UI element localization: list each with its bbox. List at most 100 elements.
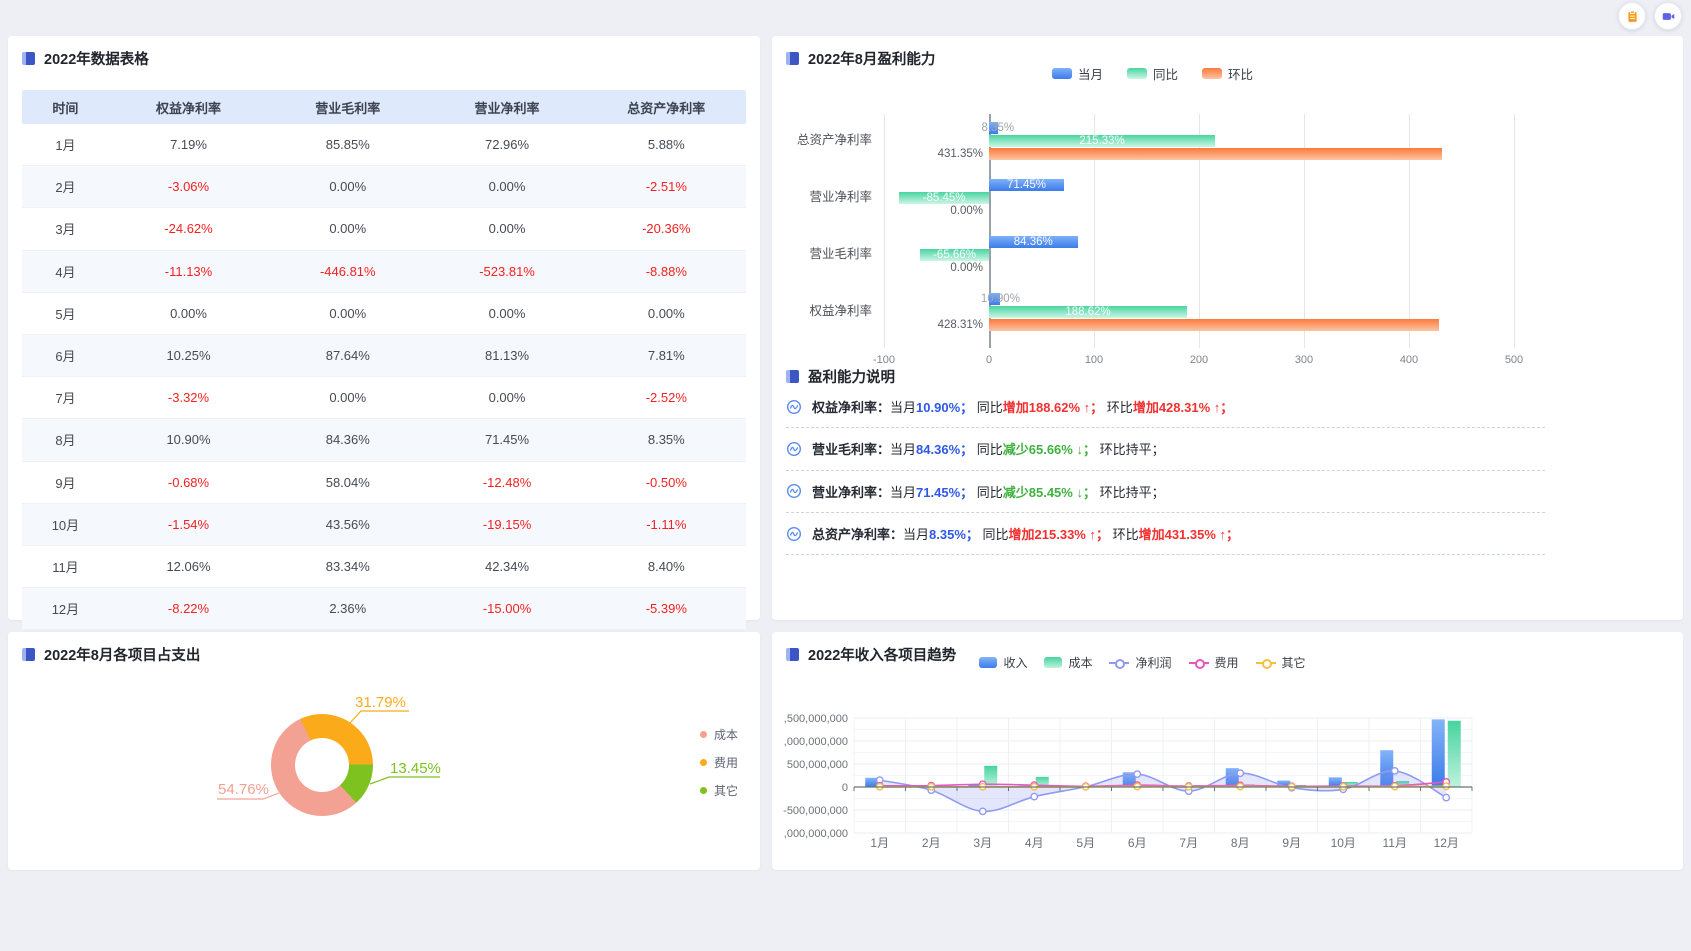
bar-segment[interactable] — [989, 319, 1439, 331]
bar-segment[interactable] — [989, 306, 1188, 318]
legend-item-费用[interactable]: 费用 — [1188, 654, 1239, 671]
x-axis-tick-label: 12月 — [1434, 836, 1459, 850]
bar-segment[interactable] — [920, 249, 989, 261]
legend-item-成本[interactable]: 成本 — [1044, 654, 1092, 671]
section-title: 盈利能力说明 — [786, 366, 895, 387]
note-item: 权益净利率：当月10.90%； 同比增加188.62% ↑； 环比增加428.3… — [786, 386, 1545, 429]
table-cell: -523.81% — [479, 263, 535, 279]
bar-收入[interactable] — [1328, 777, 1342, 787]
table-cell: 10月 — [51, 517, 80, 533]
table-cell: 0.00% — [647, 305, 685, 321]
legend-item-同比[interactable]: 同比 — [1126, 64, 1178, 83]
bar-收入[interactable] — [1380, 750, 1394, 787]
data-point-净利润[interactable] — [1390, 767, 1399, 775]
table-cell: -0.50% — [645, 474, 687, 490]
table-cell: 84.36% — [325, 432, 370, 448]
bar-成本[interactable] — [1396, 781, 1410, 787]
legend-item-环比[interactable]: 环比 — [1202, 64, 1253, 83]
table-row: 3月 -24.62% 0.00% 0.00% -20.36% — [22, 208, 746, 251]
legend-label: 环比 — [1228, 68, 1254, 82]
bar-segment[interactable] — [989, 122, 998, 134]
table-cell: 87.64% — [325, 348, 370, 364]
bar-收入[interactable] — [1277, 780, 1291, 787]
clipboard-button[interactable] — [1618, 2, 1646, 30]
table-cell: 10.25% — [166, 348, 211, 364]
bar-收入[interactable] — [865, 777, 879, 787]
x-axis-tick-label: 2月 — [922, 836, 941, 850]
bar-成本[interactable] — [1035, 776, 1049, 787]
bar-value-label: 84.36% — [1013, 236, 1053, 248]
category-label: 营业净利率 — [809, 190, 872, 204]
line-净利润[interactable] — [879, 770, 1447, 813]
column-header: 权益净利率 — [156, 100, 222, 116]
table-cell: 85.85% — [325, 137, 370, 153]
legend-item-净利润[interactable]: 净利润 — [1109, 654, 1172, 671]
bookmark-icon — [786, 370, 799, 383]
table-row: 2月 -3.06% 0.00% 0.00% -2.51% — [22, 166, 746, 209]
bar-成本[interactable] — [1447, 720, 1461, 787]
table-cell: -0.68% — [167, 474, 210, 490]
pie-label: 13.45% — [390, 760, 441, 777]
pie-label: 31.79% — [355, 694, 406, 711]
table-cell: 71.45% — [484, 432, 530, 448]
legend-label: 其它 — [1281, 656, 1306, 670]
x-axis-tick-label: 10月 — [1331, 836, 1356, 850]
bar-成本[interactable] — [1344, 781, 1358, 787]
gridline — [989, 114, 991, 348]
table-cell: 5月 — [55, 306, 76, 322]
data-point-净利润[interactable] — [1133, 770, 1142, 779]
legend-ring — [1194, 658, 1205, 669]
bar-成本[interactable] — [984, 765, 998, 787]
section-title-text: 盈利能力说明 — [808, 370, 895, 386]
data-point-净利润[interactable] — [978, 807, 987, 816]
table-cell: 8.40% — [647, 558, 685, 574]
bar-segment[interactable] — [989, 236, 1078, 248]
bar-segment[interactable] — [989, 293, 1001, 305]
table-cell: -5.39% — [645, 601, 687, 617]
legend-label: 费用 — [1214, 656, 1239, 670]
legend-label: 成本 — [1068, 656, 1093, 670]
donut-chart[interactable] — [271, 714, 373, 816]
bar-segment[interactable] — [989, 148, 1442, 160]
bar-收入[interactable] — [1225, 768, 1239, 787]
legend-item-其它[interactable]: 其它 — [700, 776, 738, 804]
table-cell: 9月 — [55, 475, 76, 491]
bar-segment[interactable] — [899, 192, 989, 204]
data-point-净利润[interactable] — [1030, 792, 1039, 801]
bar-收入[interactable] — [968, 784, 982, 787]
card-income-trend: 2022年收入各项目趋势 收入 成本 净利润 费用 其它 ,500,000,000 ,00… — [772, 632, 1683, 870]
data-point-其它[interactable] — [1442, 782, 1451, 791]
data-point-净利润[interactable] — [1236, 769, 1245, 778]
bar-收入[interactable] — [1431, 719, 1445, 787]
legend-ring — [1115, 658, 1126, 669]
legend-item-成本[interactable]: 成本 — [700, 720, 738, 748]
legend-ring — [1261, 658, 1272, 669]
profitability-bar-chart[interactable]: -100 0 100 200 300 400 500 总资产净利率 8.35% 215.33% 43… — [772, 36, 1683, 620]
bar-segment[interactable] — [989, 179, 1065, 191]
card-title: 2022年数据表格 — [22, 48, 149, 69]
note-item: 营业净利率：当月71.45%； 同比减少85.45% ↓； 环比持平； — [786, 471, 1545, 513]
data-point-净利润[interactable] — [1442, 793, 1451, 802]
legend-line-swatch — [1255, 658, 1276, 669]
table-cell: -20.36% — [642, 221, 691, 237]
note-text: 营业净利率：当月71.45%； 同比减少85.45% ↓； 环比持平； — [812, 484, 1165, 500]
table-cell: 8月 — [55, 433, 76, 449]
screencast-button[interactable] — [1654, 2, 1682, 30]
legend-swatch — [1044, 657, 1063, 668]
table-cell: -2.52% — [645, 390, 687, 406]
card-title-text: 2022年收入各项目趋势 — [808, 648, 957, 664]
table-cell: -24.62% — [164, 221, 213, 237]
axis-tick-label: 200 — [1189, 354, 1209, 366]
legend-item-费用[interactable]: 费用 — [700, 748, 738, 776]
note-text: 总资产净利率：当月8.35%； 同比增加215.33% ↑； 环比增加431.3… — [812, 527, 1240, 543]
legend-item-收入[interactable]: 收入 — [979, 654, 1027, 671]
bar-segment[interactable] — [989, 135, 1216, 147]
legend-label: 当月 — [1077, 68, 1103, 82]
legend-item-当月[interactable]: 当月 — [1051, 64, 1103, 83]
bookmark-icon — [22, 52, 35, 65]
legend-item-其它[interactable]: 其它 — [1255, 654, 1306, 671]
axis-tick-label: 400 — [1399, 354, 1419, 366]
income-trend-chart[interactable]: ,500,000,000 ,000,000,000 500,000,000 0 -500… — [778, 684, 1494, 860]
note-item: 总资产净利率：当月8.35%； 同比增加215.33% ↑； 环比增加431.3… — [786, 513, 1545, 556]
